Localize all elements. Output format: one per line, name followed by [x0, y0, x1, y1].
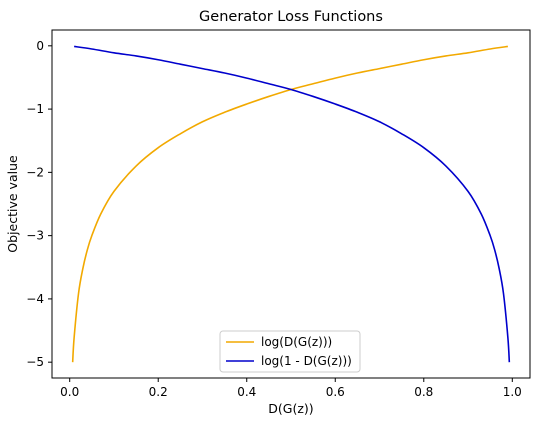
y-tick-label: −2	[26, 165, 44, 179]
y-axis: 0 −1 −2 −3 −4 −5	[26, 39, 52, 369]
legend: log(D(G(z))) log(1 - D(G(z)))	[219, 330, 361, 373]
y-axis-title: Objective value	[5, 155, 20, 253]
y-tick-label: −3	[26, 229, 44, 243]
series-line-log-d	[71, 45, 508, 363]
x-tick-label: 1.0	[503, 385, 522, 399]
plot-frame	[51, 29, 531, 379]
y-tick-label: −5	[26, 355, 44, 369]
x-tick-label: 0.6	[326, 385, 345, 399]
y-tick-label: 0	[36, 39, 44, 53]
legend-label-log-d: log(D(G(z)))	[261, 335, 332, 349]
y-tick-label: −1	[26, 102, 44, 116]
x-axis: 0.0 0.2 0.4 0.6 0.8 1.0	[60, 378, 522, 399]
x-tick-label: 0.4	[237, 385, 256, 399]
x-tick-label: 0.8	[414, 385, 433, 399]
chart-title: Generator Loss Functions	[199, 9, 383, 25]
x-axis-title: D(G(z))	[268, 401, 313, 416]
series-layer	[71, 45, 511, 363]
legend-box	[219, 330, 361, 373]
y-tick-label: −4	[26, 292, 44, 306]
x-tick-label: 0.0	[60, 385, 79, 399]
x-tick-label: 0.2	[149, 385, 168, 399]
series-line-log-one-minus-d	[74, 45, 511, 363]
legend-label-log-one-minus-d: log(1 - D(G(z)))	[261, 354, 352, 368]
